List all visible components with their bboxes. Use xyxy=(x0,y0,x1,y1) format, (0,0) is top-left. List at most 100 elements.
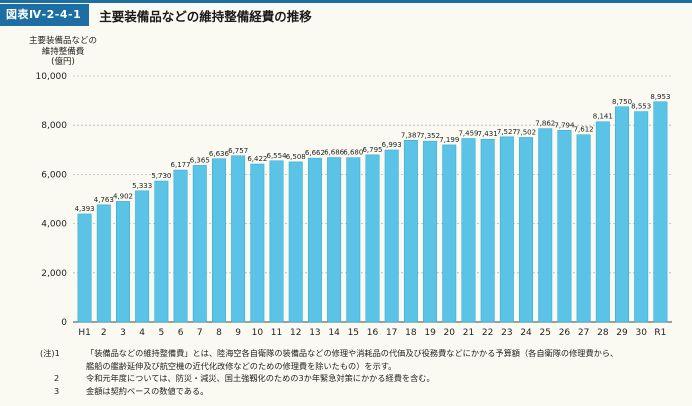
value-label: 6,795 xyxy=(362,146,382,154)
value-label: 6,686 xyxy=(324,149,345,157)
x-tick-label: 14 xyxy=(328,328,340,338)
x-tick-label: 6 xyxy=(178,328,184,338)
value-label: 5,333 xyxy=(132,182,152,190)
note-mark xyxy=(40,360,86,373)
value-label: 6,680 xyxy=(343,149,363,157)
value-label: 7,502 xyxy=(516,128,536,136)
bar xyxy=(307,157,322,323)
bar xyxy=(557,130,572,323)
note-mark: 2 xyxy=(54,373,60,383)
x-tick-label: 3 xyxy=(120,328,126,338)
x-tick-label: 2 xyxy=(101,328,107,338)
y-axis-label-line: 主要装備品などの xyxy=(28,36,97,46)
bar xyxy=(634,111,649,323)
x-tick-label: 8 xyxy=(216,328,222,338)
figure-label: 図表Ⅳ-2-4-1 xyxy=(0,4,90,26)
value-label: 7,794 xyxy=(554,121,575,129)
x-tick-label: 12 xyxy=(290,328,301,338)
value-label: 7,431 xyxy=(478,130,498,138)
x-tick-label: 27 xyxy=(578,328,589,338)
value-label: 7,387 xyxy=(401,131,421,139)
value-label: 6,636 xyxy=(209,150,230,158)
figure-title: 主要装備品などの維持整備経費の推移 xyxy=(99,8,312,24)
x-tick-label: 21 xyxy=(463,328,474,338)
bar xyxy=(365,154,380,323)
x-tick-label: 11 xyxy=(271,328,282,338)
note-text: 艦船の艦齢延伸及び航空機の近代化改修などのための修理費を除いたもの）を示す。 xyxy=(86,360,397,371)
x-tick-label: 18 xyxy=(405,328,417,338)
value-label: 6,993 xyxy=(382,141,402,149)
figure-header: 図表Ⅳ-2-4-1 主要装備品などの維持整備経費の推移 xyxy=(0,3,692,27)
value-label: 8,953 xyxy=(650,93,670,101)
value-label: 7,527 xyxy=(497,128,517,136)
bar xyxy=(269,160,284,323)
x-tick-label: 23 xyxy=(501,328,512,338)
bar xyxy=(327,157,342,323)
y-tick-label: 2,000 xyxy=(41,269,67,279)
value-label: 6,422 xyxy=(247,155,267,163)
bar xyxy=(442,144,457,323)
value-label: 8,750 xyxy=(612,98,632,106)
bar xyxy=(211,158,226,323)
value-label: 7,862 xyxy=(535,120,555,128)
bar xyxy=(346,157,361,323)
value-label: 7,352 xyxy=(420,132,440,140)
x-tick-labels: H1 2 3 4 5 6 7 8 9 10 11 12 13 14 15 16 17 18 19 20 21 22 23 24… xyxy=(78,328,666,338)
y-tick-labels: 0 2,000 4,000 6,000 8,000 10,000 xyxy=(36,72,68,328)
x-tick-label: 26 xyxy=(559,328,571,338)
bar xyxy=(154,180,169,323)
bar xyxy=(538,128,553,323)
bar xyxy=(595,121,610,323)
note-row: 艦船の艦齢延伸及び航空機の近代化改修などのための修理費を除いたもの）を示す。 xyxy=(40,360,688,373)
bar xyxy=(250,163,265,323)
bar xyxy=(96,204,111,323)
bars xyxy=(77,101,668,323)
bar xyxy=(192,165,207,323)
header-rule xyxy=(0,0,692,3)
x-tick-label: 29 xyxy=(616,328,628,338)
x-tick-label: 25 xyxy=(540,328,551,338)
y-tick-label: 10,000 xyxy=(36,72,68,82)
x-tick-label: H1 xyxy=(78,328,91,338)
y-axis-label-line: 維持整備費 xyxy=(41,46,85,57)
y-axis-label-line: (億円) xyxy=(51,57,75,67)
notes: (注)1 「装備品などの維持整備費」とは、陸海空各自衛隊の装備品などの修理や消耗… xyxy=(40,347,688,397)
x-tick-label: 20 xyxy=(444,328,456,338)
note-row: (注)1 「装備品などの維持整備費」とは、陸海空各自衛隊の装備品などの修理や消耗… xyxy=(40,347,688,360)
note-row: 2 令和元年度については、防災・減災、国土強靱化のための3か年緊急対策にかかる経… xyxy=(40,372,688,385)
x-tick-label: 5 xyxy=(159,328,165,338)
bar xyxy=(403,140,418,323)
value-label: 7,199 xyxy=(439,136,459,144)
value-label: 4,393 xyxy=(75,205,95,213)
note-mark: (注)1 xyxy=(40,348,60,358)
value-label: 6,757 xyxy=(228,147,248,155)
bar xyxy=(576,134,591,323)
value-label: 6,365 xyxy=(190,156,210,164)
x-tick-label: 13 xyxy=(309,328,320,338)
value-label: 7,459 xyxy=(458,130,478,138)
y-axis-label: 主要装備品などの 維持整備費 (億円) xyxy=(25,36,101,68)
x-tick-label: 24 xyxy=(520,328,532,338)
bar xyxy=(480,138,495,323)
note-text: 「装備品などの維持整備費」とは、陸海空各自衛隊の装備品などの修理や消耗品の代価及… xyxy=(86,348,619,358)
value-label: 4,902 xyxy=(113,192,133,200)
value-label: 4,763 xyxy=(94,196,114,204)
bar xyxy=(288,161,303,323)
x-tick-label: 17 xyxy=(386,328,397,338)
x-tick-label: 30 xyxy=(635,328,647,338)
bar xyxy=(135,190,150,323)
y-tick-label: 0 xyxy=(61,318,67,328)
bar xyxy=(499,136,514,323)
note-row: 3 金額は契約ベースの数値である。 xyxy=(40,385,688,398)
value-label: 6,662 xyxy=(305,149,325,157)
bar xyxy=(615,106,629,323)
bar xyxy=(231,155,246,323)
bar xyxy=(653,101,668,323)
x-tick-label: 16 xyxy=(367,328,379,338)
bar xyxy=(173,169,188,323)
note-mark: 3 xyxy=(54,385,60,396)
x-tick-label: R1 xyxy=(654,328,666,338)
x-tick-label: 19 xyxy=(424,328,436,338)
bar xyxy=(116,201,130,323)
